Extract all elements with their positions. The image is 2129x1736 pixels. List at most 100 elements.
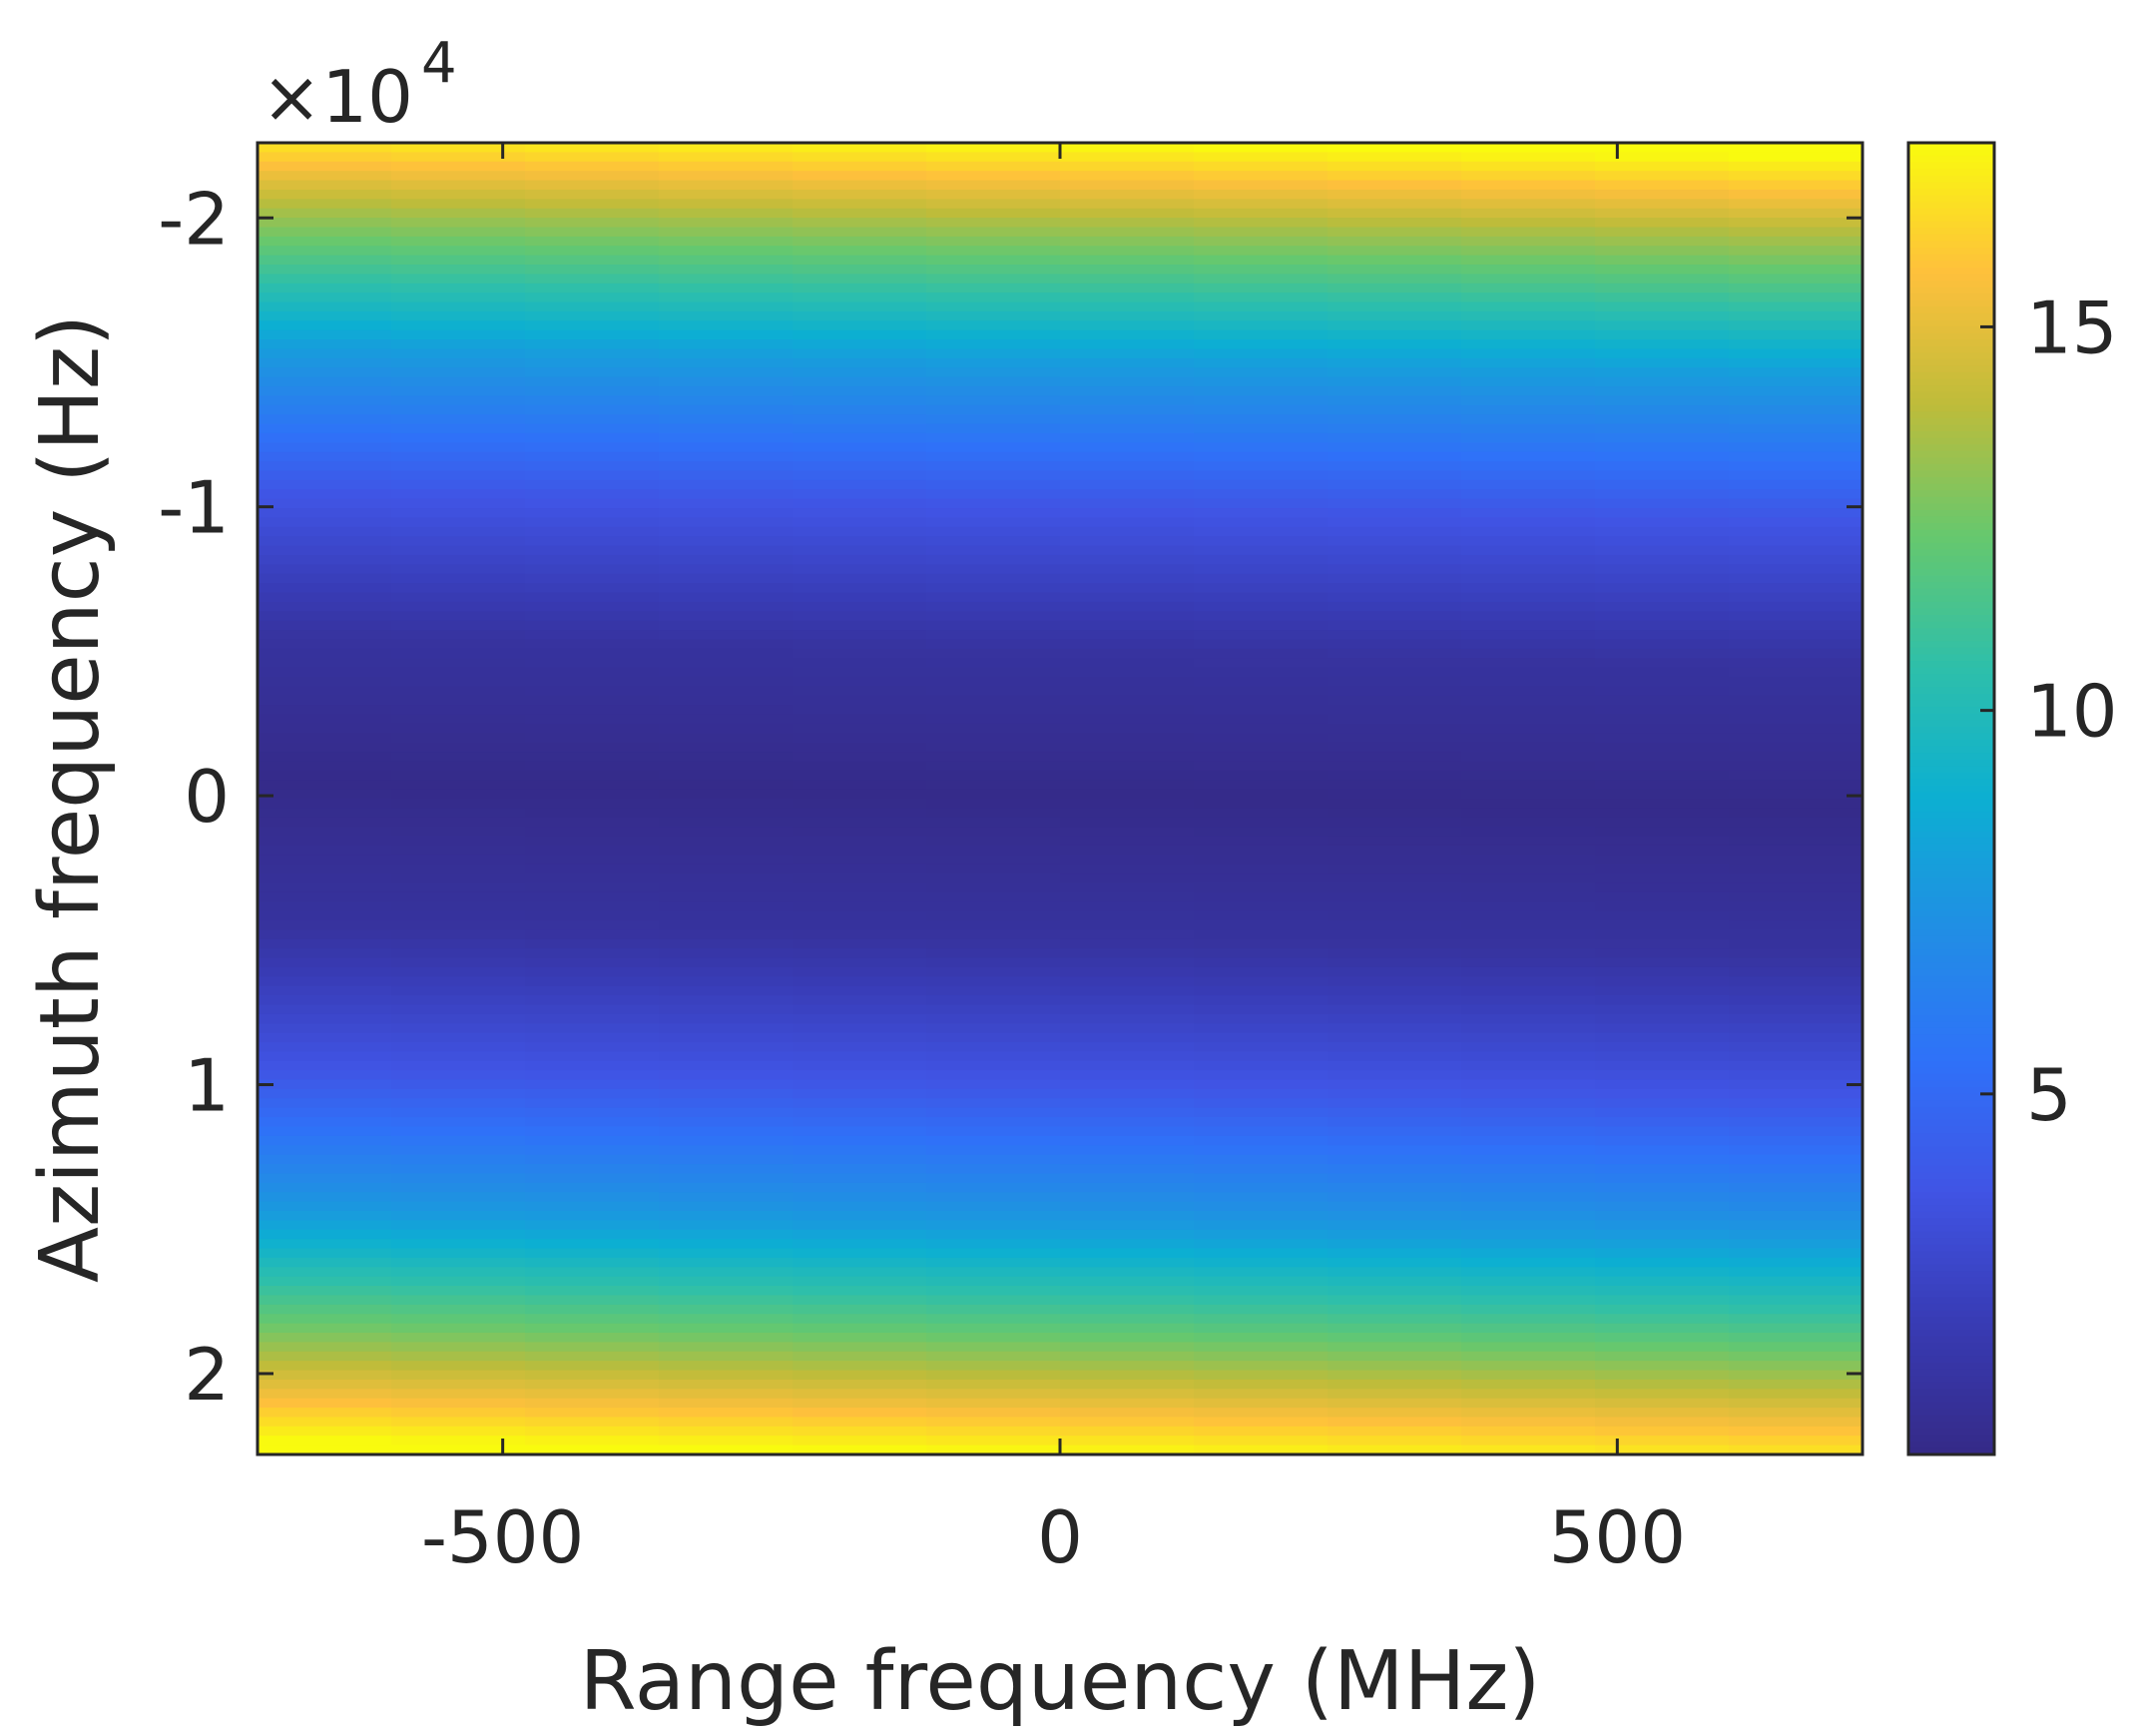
x-tick-label: 500	[1549, 1495, 1686, 1579]
heatmap-cell	[525, 310, 660, 322]
heatmap-cell	[793, 1342, 927, 1353]
heatmap-cell	[1729, 301, 1863, 312]
heatmap-cell	[258, 1070, 392, 1081]
heatmap-cell	[258, 920, 392, 931]
colorbar-swatch	[1908, 1133, 1994, 1141]
heatmap-cell	[659, 695, 794, 706]
heatmap-cell	[1194, 1314, 1329, 1325]
heatmap-cell	[258, 901, 392, 912]
heatmap-cell	[1729, 1107, 1863, 1118]
heatmap-cell	[1461, 339, 1596, 350]
heatmap-cell	[926, 873, 1061, 884]
heatmap-cell	[258, 301, 392, 312]
heatmap-cell	[926, 1145, 1061, 1156]
heatmap-cell	[659, 1145, 794, 1156]
heatmap-cell	[1194, 1398, 1329, 1409]
colorbar-swatch	[1908, 680, 1994, 689]
heatmap-cell	[1729, 1182, 1863, 1193]
heatmap-cell	[525, 723, 660, 735]
heatmap-cell	[659, 901, 794, 912]
heatmap-cell	[793, 836, 927, 847]
colorbar-swatch	[1908, 188, 1994, 197]
heatmap-cell	[1060, 218, 1195, 229]
heatmap-cell	[1461, 1304, 1596, 1316]
heatmap-cell	[1194, 554, 1329, 566]
heatmap-cell	[1328, 1210, 1462, 1222]
heatmap-cell	[1729, 1408, 1863, 1419]
heatmap-cell	[926, 583, 1061, 594]
heatmap-cell	[659, 208, 794, 219]
heatmap-cell	[1060, 836, 1195, 847]
heatmap-cell	[1060, 948, 1195, 959]
heatmap-cell	[1060, 1304, 1195, 1316]
heatmap-cell	[659, 1379, 794, 1391]
heatmap-cell	[258, 218, 392, 229]
heatmap-cell	[793, 910, 927, 921]
heatmap-cell	[525, 1342, 660, 1353]
heatmap-cell	[926, 1426, 1061, 1438]
colorbar-swatch	[1908, 693, 1994, 702]
x-tick-label: 0	[1037, 1495, 1083, 1579]
heatmap-cell	[1595, 891, 1730, 903]
heatmap-cell	[1595, 855, 1730, 866]
heatmap-cell	[1060, 265, 1195, 276]
heatmap-cell	[525, 489, 660, 500]
heatmap-cell	[1595, 564, 1730, 575]
heatmap-cell	[793, 404, 927, 415]
heatmap-cell	[1194, 1389, 1329, 1400]
colorbar-swatch	[1908, 261, 1994, 269]
heatmap-cell	[1595, 348, 1730, 359]
heatmap-cell	[1729, 910, 1863, 921]
heatmap-cell	[1595, 1351, 1730, 1362]
colorbar-swatch	[1908, 385, 1994, 393]
heatmap-cell	[1194, 348, 1329, 359]
heatmap-cell	[258, 695, 392, 706]
heatmap-cell	[1729, 451, 1863, 462]
heatmap-cell	[1194, 1107, 1329, 1118]
heatmap-cell	[258, 1361, 392, 1372]
heatmap-cell	[926, 639, 1061, 650]
heatmap-cell	[391, 827, 526, 838]
heatmap-cell	[391, 227, 526, 238]
heatmap-cell	[1328, 1248, 1462, 1259]
colorbar-swatch	[1908, 1303, 1994, 1312]
x-axis-ticks: -500 0 500	[421, 143, 1686, 1579]
colorbar-swatch	[1908, 529, 1994, 537]
heatmap-cell	[926, 1210, 1061, 1222]
heatmap-cell	[525, 1257, 660, 1269]
heatmap-cell	[1729, 526, 1863, 537]
heatmap-cell	[1328, 152, 1462, 163]
colorbar-swatch	[1908, 254, 1994, 263]
heatmap-cell	[1729, 479, 1863, 491]
heatmap-cell	[258, 1051, 392, 1062]
heatmap-cell	[1328, 583, 1462, 594]
heatmap-cell	[1461, 985, 1596, 996]
heatmap-cell	[525, 301, 660, 312]
heatmap-cell	[926, 1267, 1061, 1278]
heatmap-cell	[793, 583, 927, 594]
heatmap-cell	[258, 1042, 392, 1053]
heatmap-cell	[391, 1248, 526, 1259]
heatmap-cell	[258, 536, 392, 547]
y-tick-label: 2	[184, 1333, 230, 1417]
y-tick-label: 0	[184, 755, 230, 839]
heatmap-cell	[1194, 329, 1329, 340]
heatmap-cell	[1461, 855, 1596, 866]
heatmap-cell	[391, 1323, 526, 1334]
heatmap-cell	[1595, 1295, 1730, 1306]
heatmap-cell	[258, 1351, 392, 1362]
heatmap-cell	[391, 1051, 526, 1062]
heatmap-cell	[1461, 1042, 1596, 1053]
heatmap-cell	[258, 357, 392, 369]
heatmap-cell	[659, 1295, 794, 1306]
heatmap-cell	[926, 592, 1061, 603]
colorbar-swatch	[1908, 569, 1994, 577]
heatmap-cell	[391, 976, 526, 987]
heatmap-cell	[659, 1342, 794, 1353]
heatmap-cell	[1060, 1408, 1195, 1419]
colorbar-swatch	[1908, 1159, 1994, 1167]
heatmap-cell	[1729, 171, 1863, 182]
heatmap-cell	[258, 1295, 392, 1306]
heatmap-cell	[1729, 180, 1863, 191]
heatmap-cell	[793, 255, 927, 266]
